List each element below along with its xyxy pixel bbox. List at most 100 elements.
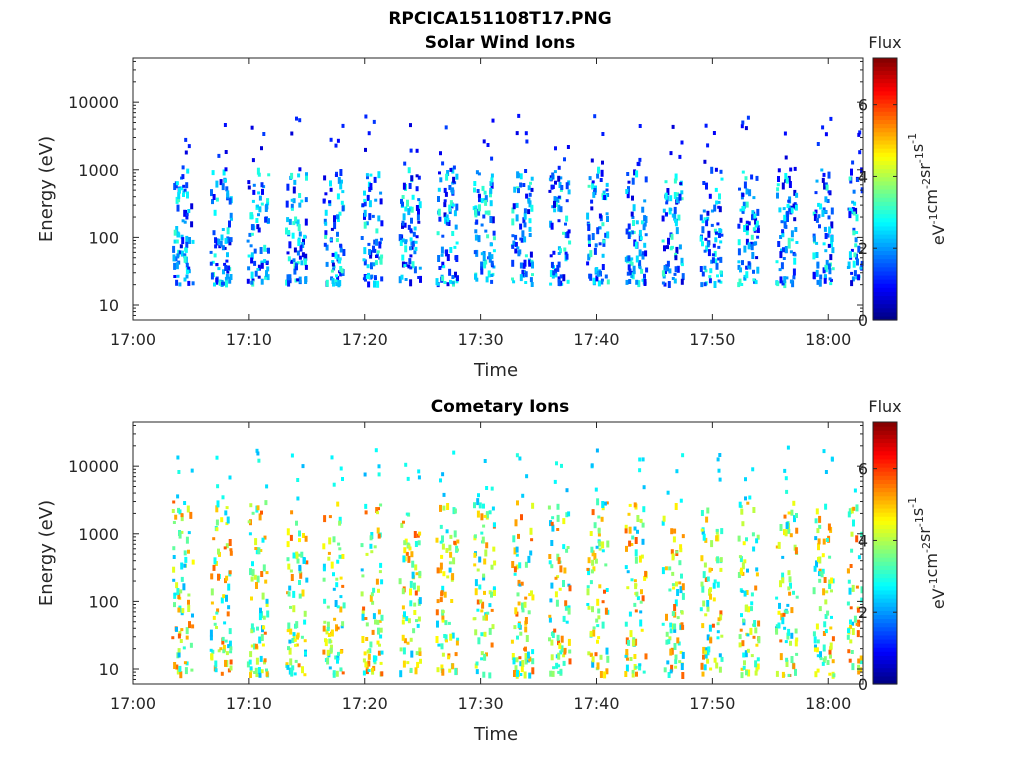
heatmap-cell bbox=[484, 199, 488, 206]
heatmap-cell bbox=[297, 224, 301, 232]
heatmap-cell bbox=[638, 124, 642, 128]
heatmap-cell bbox=[815, 560, 818, 568]
heatmap-cell bbox=[706, 658, 710, 664]
heatmap-cell bbox=[606, 216, 609, 222]
heatmap-cell bbox=[826, 660, 830, 665]
heatmap-cell bbox=[601, 160, 604, 165]
heatmap-cell bbox=[624, 671, 628, 677]
heatmap-cell bbox=[476, 599, 480, 605]
heatmap-cell bbox=[703, 664, 707, 671]
heatmap-cell bbox=[676, 616, 680, 620]
heatmap-cell bbox=[447, 220, 451, 226]
heatmap-cell bbox=[185, 661, 189, 666]
heatmap-cell bbox=[664, 192, 668, 200]
heatmap-cell bbox=[678, 560, 682, 566]
heatmap-cell bbox=[287, 622, 291, 630]
heatmap-cell bbox=[672, 536, 676, 543]
heatmap-cell bbox=[792, 275, 796, 280]
heatmap-cell bbox=[402, 647, 406, 655]
heatmap-cell bbox=[451, 573, 455, 581]
heatmap-cell bbox=[855, 535, 859, 543]
heatmap-cell bbox=[183, 255, 187, 263]
heatmap-cell bbox=[827, 523, 831, 531]
heatmap-cell bbox=[567, 605, 571, 609]
heatmap-cell bbox=[186, 191, 189, 199]
heatmap-cell bbox=[448, 544, 452, 551]
heatmap-cell bbox=[480, 657, 484, 661]
heatmap-cell bbox=[674, 654, 678, 660]
heatmap-cell bbox=[302, 557, 306, 564]
heatmap-cell bbox=[717, 245, 721, 249]
heatmap-cell bbox=[191, 613, 194, 618]
heatmap-cell bbox=[558, 642, 562, 649]
heatmap-cell bbox=[640, 220, 644, 225]
heatmap-cell bbox=[626, 191, 630, 199]
heatmap-cell bbox=[634, 583, 638, 590]
heatmap-cell bbox=[793, 253, 797, 257]
heatmap-cell bbox=[369, 641, 373, 648]
heatmap-cell bbox=[635, 255, 639, 263]
heatmap-cell bbox=[787, 586, 791, 591]
heatmap-cell bbox=[789, 533, 793, 538]
heatmap-cell bbox=[456, 637, 460, 641]
x-tick-label: 17:10 bbox=[226, 330, 272, 349]
heatmap-cell bbox=[362, 606, 366, 611]
heatmap-cell bbox=[191, 624, 195, 629]
heatmap-cell bbox=[519, 631, 523, 636]
heatmap-cell bbox=[180, 513, 184, 518]
heatmap-cell bbox=[326, 605, 330, 609]
heatmap-cell bbox=[341, 584, 345, 588]
heatmap-cell bbox=[828, 584, 832, 589]
heatmap-cell bbox=[335, 577, 339, 581]
heatmap-cell bbox=[670, 528, 674, 535]
heatmap-cell bbox=[172, 500, 176, 504]
heatmap-cell bbox=[528, 259, 532, 267]
heatmap-cell bbox=[179, 639, 183, 643]
heatmap-cell bbox=[830, 207, 834, 215]
heatmap-cell bbox=[252, 183, 256, 187]
heatmap-cell bbox=[442, 505, 446, 511]
heatmap-cell bbox=[529, 251, 533, 258]
heatmap-cell bbox=[815, 217, 819, 223]
heatmap-cell bbox=[229, 650, 233, 654]
heatmap-cell bbox=[531, 649, 535, 655]
heatmap-cell bbox=[596, 639, 599, 644]
heatmap-cell bbox=[328, 638, 332, 644]
colorbar-swatch bbox=[873, 651, 897, 656]
heatmap-cell bbox=[443, 202, 447, 208]
heatmap-cell bbox=[404, 462, 408, 467]
heatmap-cell bbox=[187, 605, 191, 612]
heatmap-cell bbox=[296, 219, 300, 227]
heatmap-cell bbox=[173, 262, 177, 270]
heatmap-cell bbox=[830, 241, 834, 247]
heatmap-cell bbox=[398, 578, 402, 585]
heatmap-cell bbox=[296, 478, 300, 482]
heatmap-cell bbox=[488, 603, 492, 608]
colorbar-swatch bbox=[873, 143, 897, 149]
heatmap-cell bbox=[451, 281, 455, 285]
heatmap-cell bbox=[488, 252, 492, 260]
heatmap-cell bbox=[792, 268, 796, 276]
heatmap-cell bbox=[605, 647, 609, 655]
heatmap-cell bbox=[633, 526, 637, 531]
heatmap-cell bbox=[560, 463, 563, 468]
heatmap-cell bbox=[720, 528, 724, 535]
heatmap-cell bbox=[262, 185, 266, 189]
heatmap-cell bbox=[711, 253, 715, 257]
heatmap-cell bbox=[640, 554, 644, 559]
colorbar-swatch bbox=[873, 139, 897, 145]
heatmap-cell bbox=[515, 453, 519, 458]
heatmap-cell bbox=[172, 578, 176, 582]
heatmap-cell bbox=[450, 599, 454, 603]
heatmap-cell bbox=[369, 535, 373, 541]
colorbar-swatch bbox=[873, 573, 897, 579]
heatmap-cell bbox=[681, 273, 685, 281]
heatmap-cell bbox=[435, 278, 439, 286]
heatmap-cell bbox=[549, 282, 553, 286]
heatmap-cell bbox=[481, 601, 485, 609]
heatmap-cell bbox=[440, 246, 444, 254]
colorbar-swatch bbox=[873, 671, 897, 677]
heatmap-cell bbox=[737, 260, 741, 264]
heatmap-cell bbox=[590, 158, 594, 163]
heatmap-cell bbox=[182, 190, 186, 194]
